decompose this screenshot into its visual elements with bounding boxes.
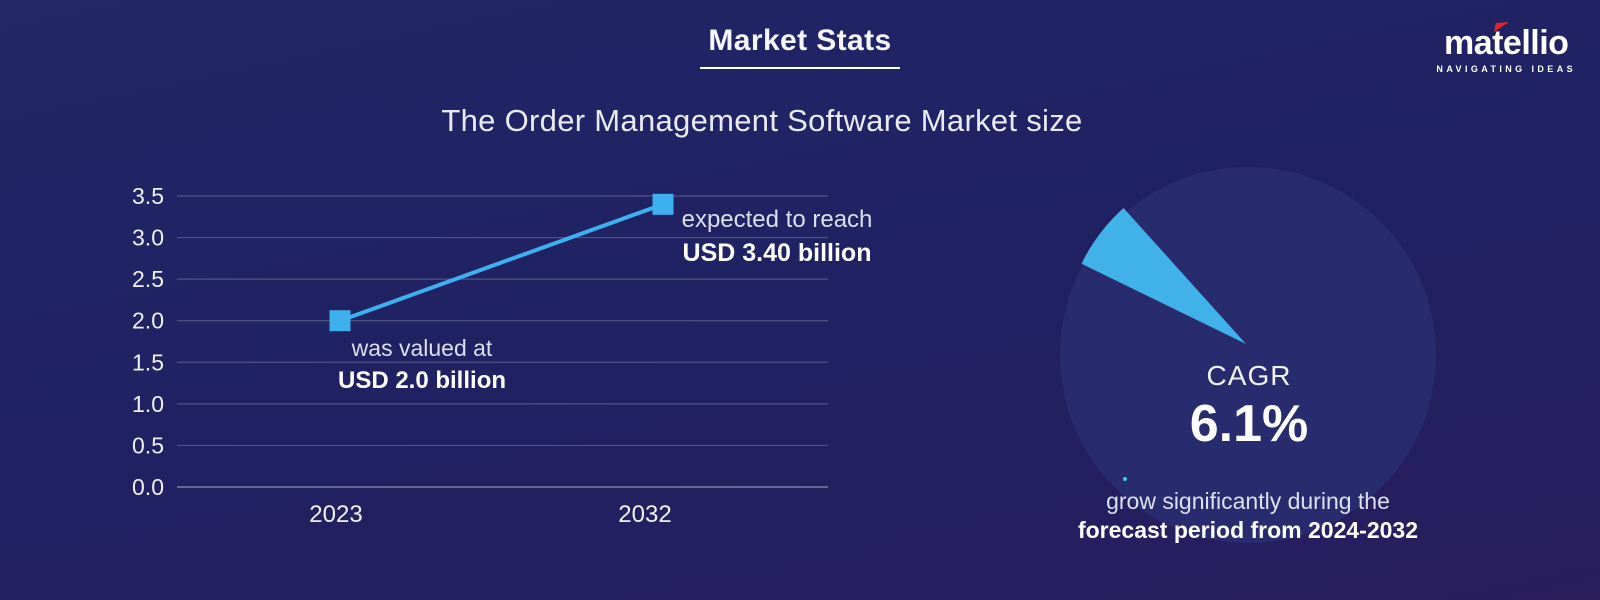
y-tick-label: 1.5 [132,349,164,375]
pie-caption-line2: forecast period from 2024-2032 [1077,517,1419,543]
y-tick-label: 3.0 [132,225,164,251]
start-annotation-line1: was valued at [351,335,493,361]
page-title: Market Stats [700,24,900,69]
x-tick-label: 2032 [618,501,671,528]
pie-chart [1060,167,1436,543]
y-tick-label: 1.0 [132,391,164,417]
y-tick-label: 3.5 [132,183,164,209]
cagr-label: CAGR [1206,360,1292,391]
end-point-annotation: expected to reach USD 3.40 billion [625,205,929,269]
y-tick-label: 0.5 [132,432,164,458]
end-annotation-line1: expected to reach [681,206,873,233]
start-annotation-line2: USD 2.0 billion [337,366,507,394]
y-tick-label: 2.5 [132,266,164,292]
x-tick-label: 2023 [309,501,362,528]
start-point-annotation: was valued at USD 2.0 billion [270,334,574,396]
y-tick-label: 2.0 [132,308,164,334]
cagr-value: 6.1% [1189,395,1309,453]
logo-tagline: NAVIGATING IDEAS [1436,64,1576,74]
header: Market Stats [0,24,1600,69]
chart-subtitle: The Order Management Software Market siz… [441,103,1083,138]
pie-caption: grow significantly during the forecast p… [1048,487,1448,545]
logo-flag-icon [1493,22,1509,32]
line-chart: 0.0 0.5 1.0 1.5 2.0 2.5 3.0 3.5 2023 2032 [132,183,828,528]
data-point-marker [329,310,351,332]
y-tick-label: 0.0 [132,474,164,500]
accent-dot [1123,477,1127,481]
data-point-marker [652,193,674,215]
logo-brand-text: matellio [1443,24,1569,62]
matellio-logo: matellio NAVIGATING IDEAS [1436,22,1576,74]
trend-line [339,202,664,323]
end-annotation-line2: USD 3.40 billion [682,239,872,267]
pie-slice [1081,208,1246,344]
pie-caption-line1: grow significantly during the [1106,488,1390,514]
